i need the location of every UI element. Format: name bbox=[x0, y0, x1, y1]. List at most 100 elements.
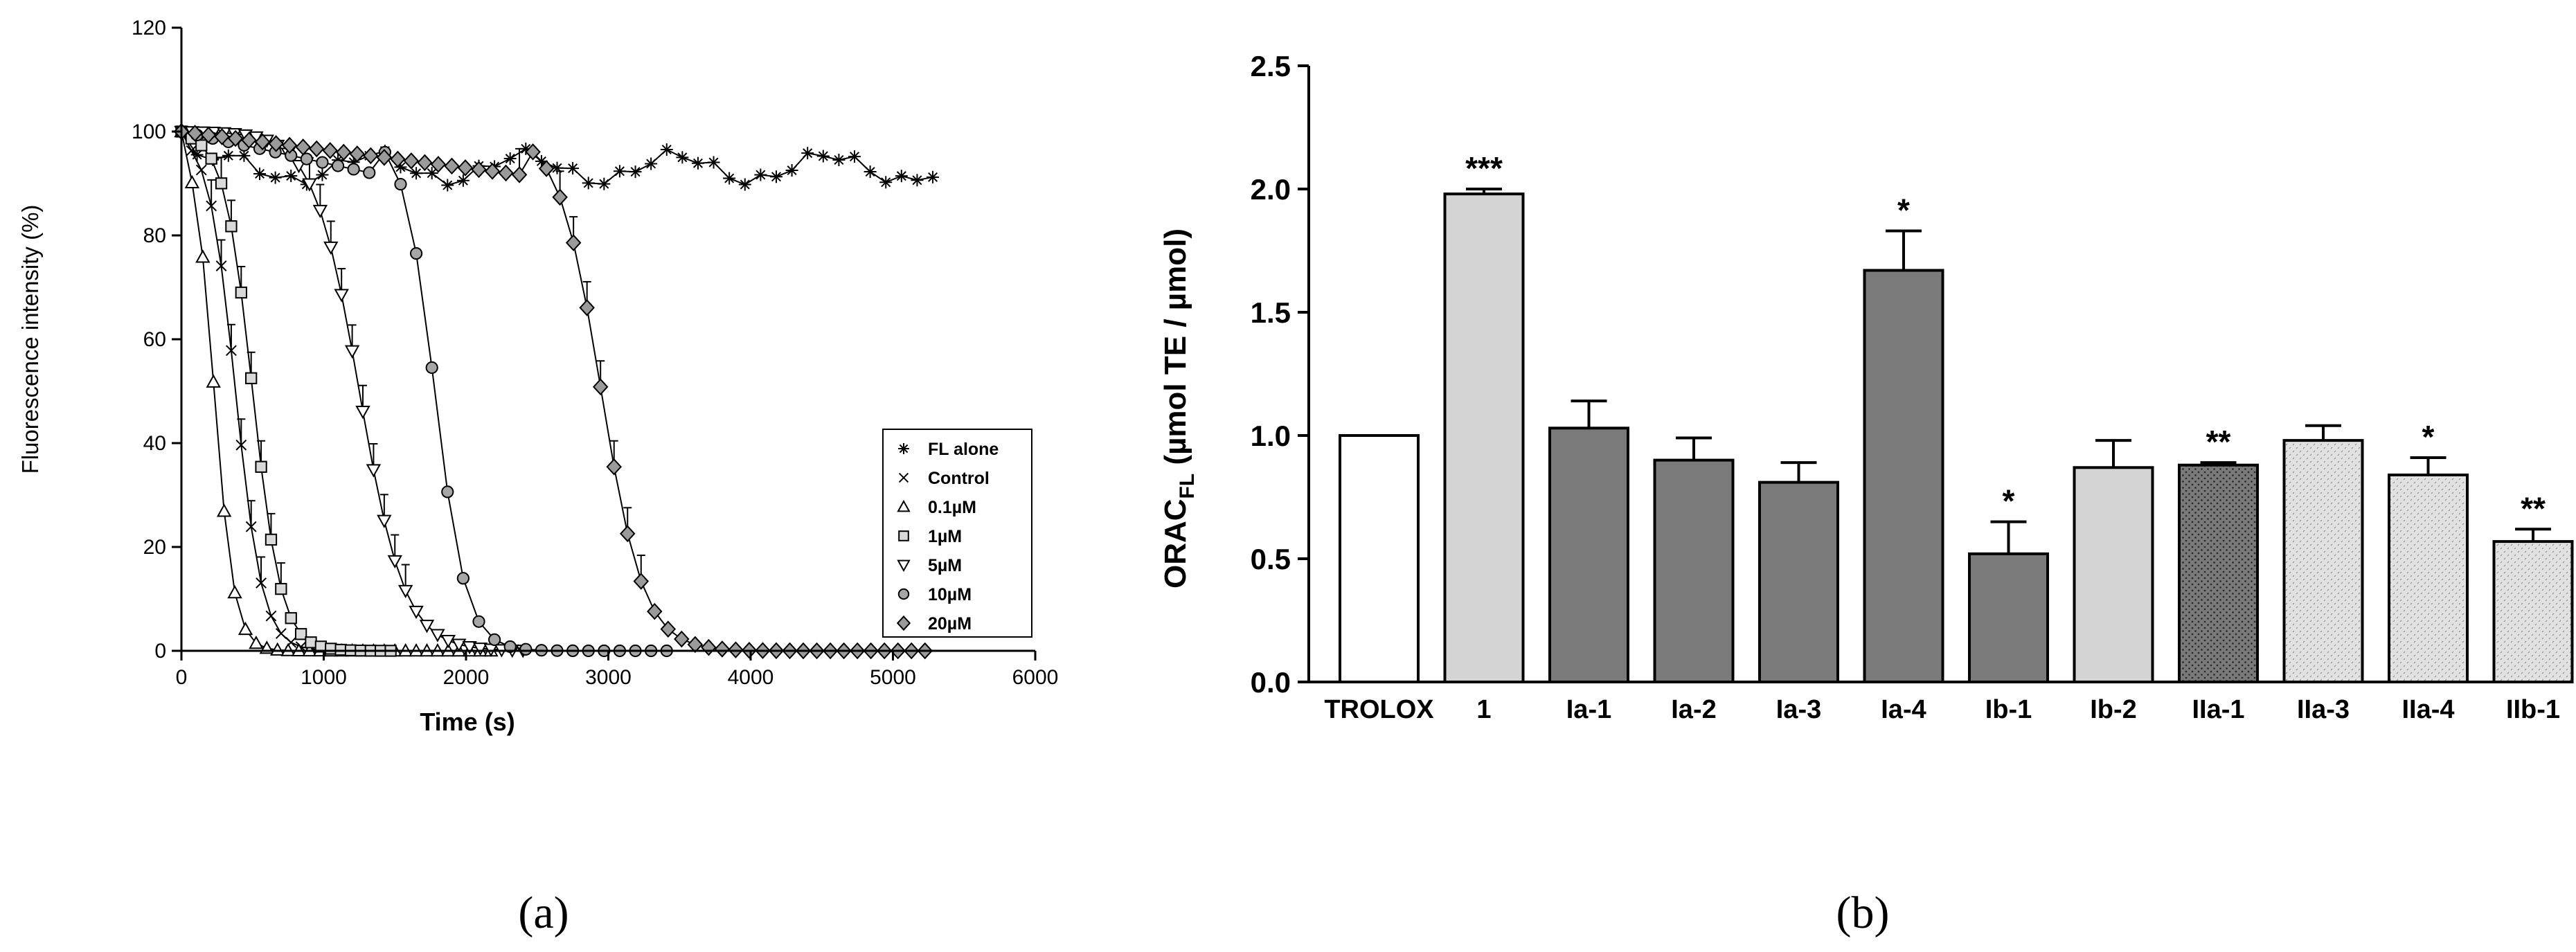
bars-group: ******* *** bbox=[1339, 150, 2574, 684]
marker-shape bbox=[294, 628, 307, 640]
x-tick-label: 1 bbox=[1476, 695, 1491, 724]
data-point bbox=[441, 179, 454, 192]
data-point bbox=[511, 166, 528, 183]
marker-stroke bbox=[275, 628, 287, 639]
data-point bbox=[308, 140, 325, 158]
legend-label: 0.1µM bbox=[928, 498, 976, 517]
marker-shape bbox=[471, 161, 487, 179]
series-20M bbox=[173, 123, 933, 660]
data-point bbox=[472, 643, 488, 656]
axis-ticks: 0 1000 2000 3000 4000 5000 6000 0 20 40 60 80 100 120 bbox=[132, 17, 1058, 689]
marker-stroke bbox=[192, 150, 202, 160]
marker-stroke bbox=[740, 179, 750, 190]
data-point bbox=[403, 152, 420, 170]
bar-group bbox=[2282, 424, 2364, 683]
marker-stroke bbox=[677, 152, 688, 163]
marker-shape bbox=[606, 458, 622, 476]
data-point bbox=[245, 521, 257, 532]
marker-shape bbox=[275, 582, 287, 595]
data-point bbox=[691, 156, 704, 170]
data-point bbox=[336, 143, 352, 161]
marker-stroke bbox=[803, 148, 813, 159]
data-point bbox=[430, 629, 445, 643]
marker-stroke bbox=[215, 260, 227, 271]
data-point bbox=[754, 168, 767, 181]
marker-stroke bbox=[646, 159, 656, 169]
series-group bbox=[173, 123, 940, 660]
marker-stroke bbox=[850, 152, 860, 162]
data-point bbox=[347, 163, 360, 176]
data-point bbox=[225, 220, 238, 233]
marker-shape bbox=[457, 159, 474, 177]
marker-stroke bbox=[195, 164, 207, 176]
data-point bbox=[366, 464, 382, 478]
legend: FL alone Control 0.1µM 1µM 5µM 10µM 20µM bbox=[882, 429, 1032, 638]
data-point bbox=[409, 246, 423, 260]
x-tick-label: Ib-1 bbox=[1985, 695, 2032, 724]
data-point bbox=[633, 573, 650, 590]
marker-stroke bbox=[223, 150, 233, 161]
y-axis-title-sub: FL bbox=[1176, 474, 1199, 499]
bar bbox=[1339, 434, 1420, 683]
axis-ticks: 0.0 0.5 1.0 1.5 2.0 2.5 TROLOX 1 Ia-1 Ia-2 Ia-3 Ia-… bbox=[1251, 50, 2560, 724]
significance-label: ** bbox=[2206, 424, 2231, 460]
data-point bbox=[525, 143, 541, 161]
marker-shape bbox=[305, 636, 317, 649]
panel-label-b: (b) bbox=[1836, 888, 1890, 938]
y-tick-label: 2.0 bbox=[1251, 173, 1291, 206]
data-point bbox=[226, 345, 237, 357]
y-tick-label: 100 bbox=[132, 120, 166, 143]
data-point bbox=[430, 156, 447, 173]
significance-label: * bbox=[1897, 192, 1910, 228]
marker-shape bbox=[619, 525, 636, 543]
data-point bbox=[294, 628, 307, 640]
x-tick-label: 1000 bbox=[301, 666, 347, 689]
data-point bbox=[215, 260, 227, 271]
marker-shape bbox=[897, 499, 911, 512]
data-point bbox=[285, 170, 298, 183]
marker-stroke bbox=[787, 165, 797, 176]
line-chart-panel: 0 1000 2000 3000 4000 5000 6000 0 20 40 60 80 100 120… bbox=[17, 17, 1058, 938]
marker-shape bbox=[409, 605, 424, 620]
data-point bbox=[419, 620, 435, 634]
data-point bbox=[417, 154, 433, 172]
data-point bbox=[895, 170, 908, 183]
data-point bbox=[488, 633, 501, 646]
y-tick-label: 1.5 bbox=[1251, 296, 1291, 329]
data-point bbox=[275, 582, 287, 595]
y-axis-title-main: ORAC bbox=[1159, 499, 1192, 589]
data-point bbox=[291, 160, 307, 174]
marker-stroke bbox=[928, 172, 938, 182]
data-point bbox=[606, 458, 622, 476]
data-point bbox=[344, 345, 360, 359]
marker-shape bbox=[896, 615, 911, 631]
series-line bbox=[181, 131, 667, 652]
legend-label: 20µM bbox=[928, 614, 972, 634]
marker-stroke bbox=[898, 472, 909, 483]
data-point bbox=[355, 406, 370, 420]
bar-group: * bbox=[2388, 419, 2469, 684]
data-point bbox=[647, 602, 663, 620]
marker-shape bbox=[484, 163, 501, 180]
marker-stroke bbox=[583, 178, 593, 188]
data-point bbox=[927, 170, 940, 183]
marker-shape bbox=[308, 140, 325, 158]
data-point bbox=[519, 643, 533, 656]
marker-shape bbox=[701, 638, 717, 656]
significance-label: *** bbox=[1465, 150, 1503, 186]
data-point bbox=[205, 152, 217, 165]
marker-shape bbox=[565, 234, 582, 251]
data-point bbox=[377, 514, 392, 528]
data-point bbox=[538, 160, 555, 177]
marker-stroke bbox=[206, 200, 217, 212]
data-point bbox=[440, 635, 456, 649]
bar bbox=[1968, 552, 2049, 683]
bar bbox=[1653, 458, 1735, 683]
marker-shape bbox=[270, 642, 285, 656]
data-point bbox=[302, 178, 317, 192]
x-axis-title: Time (s) bbox=[420, 708, 515, 736]
data-point bbox=[864, 165, 877, 179]
marker-shape bbox=[538, 160, 555, 177]
data-point bbox=[674, 630, 690, 648]
